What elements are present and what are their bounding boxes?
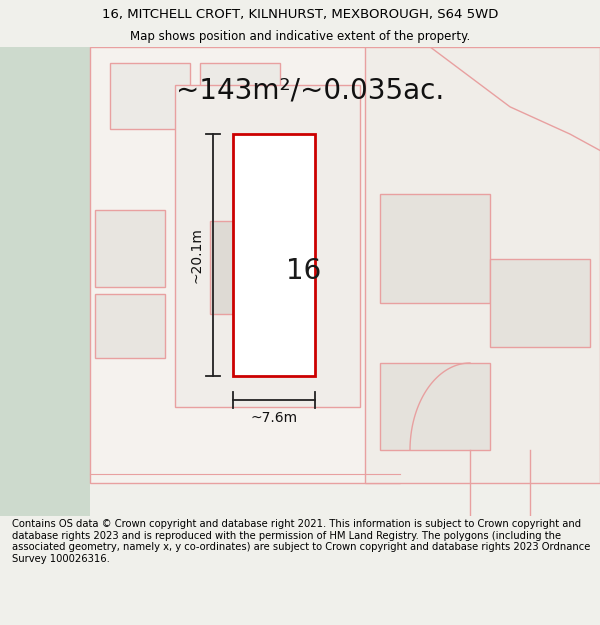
Text: ~143m²/~0.035ac.: ~143m²/~0.035ac. bbox=[176, 76, 444, 104]
Polygon shape bbox=[175, 85, 360, 407]
Polygon shape bbox=[90, 47, 400, 483]
Polygon shape bbox=[0, 47, 90, 516]
Text: ~20.1m: ~20.1m bbox=[189, 227, 203, 283]
Polygon shape bbox=[365, 47, 600, 483]
Bar bbox=[200, 63, 280, 126]
Text: 16, MITCHELL CROFT, KILNHURST, MEXBOROUGH, S64 5WD: 16, MITCHELL CROFT, KILNHURST, MEXBOROUG… bbox=[102, 8, 498, 21]
Bar bbox=[380, 363, 490, 450]
Bar bbox=[490, 259, 590, 347]
Bar bbox=[380, 194, 490, 303]
Text: Contains OS data © Crown copyright and database right 2021. This information is : Contains OS data © Crown copyright and d… bbox=[12, 519, 590, 564]
Bar bbox=[95, 294, 165, 358]
Bar bbox=[110, 63, 190, 129]
Text: ~7.6m: ~7.6m bbox=[250, 411, 298, 424]
Text: 16: 16 bbox=[286, 258, 322, 286]
Bar bbox=[210, 221, 310, 314]
Bar bbox=[233, 134, 315, 376]
Bar bbox=[95, 211, 165, 287]
Text: Map shows position and indicative extent of the property.: Map shows position and indicative extent… bbox=[130, 30, 470, 43]
